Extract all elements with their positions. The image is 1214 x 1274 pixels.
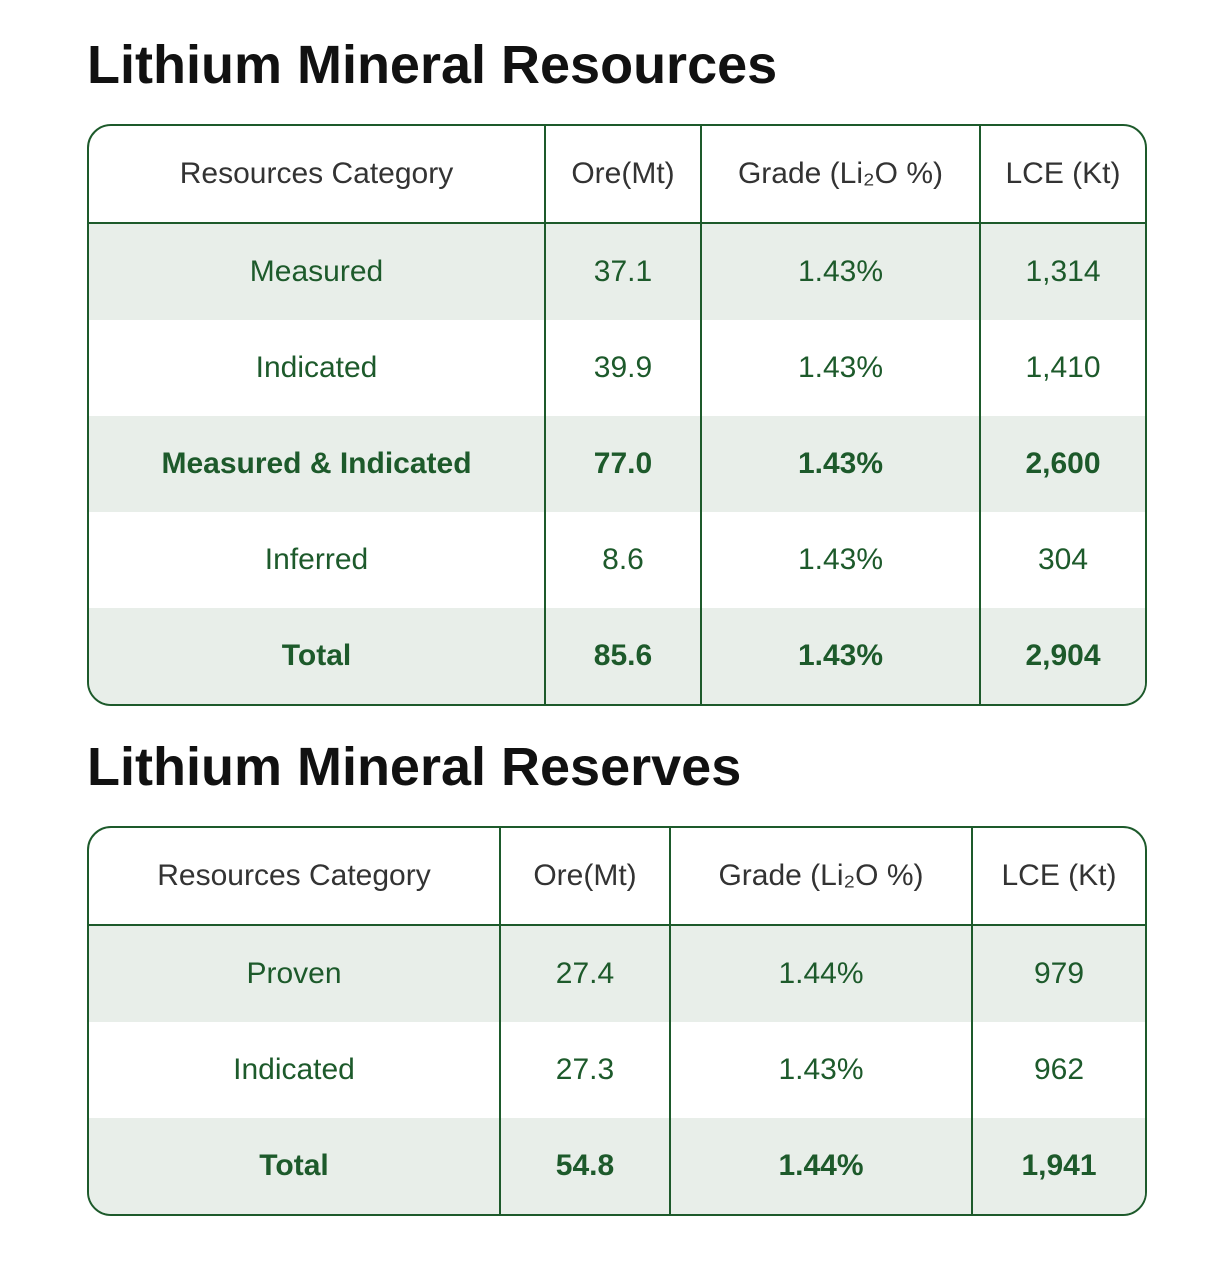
table-cell: 2,904	[979, 608, 1145, 704]
table-cell: 1.43%	[700, 512, 980, 608]
table-cell: Total	[89, 608, 545, 704]
column-header: Ore(Mt)	[499, 828, 670, 926]
header-row: Resources Category Ore(Mt) Grade (Li₂O %) L…	[89, 126, 1145, 224]
table-row: Indicated 39.9 1.43% 1,410	[89, 320, 1145, 416]
table-cell: 1,410	[979, 320, 1145, 416]
table-cell: 1,314	[979, 223, 1145, 320]
table-cell: 1.44%	[669, 1118, 972, 1214]
table-cell: 979	[971, 925, 1145, 1022]
table-cell: Inferred	[264, 543, 369, 576]
table-cell: Proven	[89, 925, 500, 1022]
table-cell: 1.43%	[700, 416, 980, 512]
table-row: Measured & Indicated 77.0 1.43% 2,600	[89, 416, 1145, 512]
table-row: Total 54.8 1.44% 1,941	[89, 1118, 1145, 1214]
table-row: Proven 27.4 1.44% 979	[89, 925, 1145, 1022]
table-frame: Resources Category Ore(Mt) Grade (Li₂O %) L…	[87, 124, 1147, 706]
table-cell: 1.43%	[700, 608, 980, 704]
table-cell: Indicated	[233, 1053, 355, 1086]
column-header: Resources Category	[89, 126, 545, 224]
table-cell: 1.43%	[700, 320, 980, 416]
table-row: Inferred 8.6 1.43% 304	[89, 512, 1145, 608]
table-cell: 54.8	[499, 1118, 670, 1214]
table-cell: 1.43%	[669, 1022, 972, 1118]
column-header: Resources Category	[89, 828, 500, 926]
table-cell: 37.1	[544, 223, 701, 320]
column-header: LCE (Kt)	[979, 126, 1145, 224]
table-cell: 1.43%	[700, 223, 980, 320]
column-header: Grade (Li₂O %)	[700, 126, 980, 224]
column-header: Grade (Li₂O %)	[669, 828, 972, 926]
header-row: Resources Category Ore(Mt) Grade (Li₂O %) L…	[89, 828, 1145, 926]
table-cell: 1.44%	[669, 925, 972, 1022]
table-cell: Total	[89, 1118, 500, 1214]
table-cell: 27.4	[499, 925, 670, 1022]
table-cell: 39.9	[544, 320, 701, 416]
table-cell: 1,941	[971, 1118, 1145, 1214]
column-header: LCE (Kt)	[971, 828, 1145, 926]
column-header: Ore(Mt)	[544, 126, 701, 224]
table-cell: 85.6	[544, 608, 701, 704]
reserves-table: Resources Category Ore(Mt) Grade (Li₂O %) L…	[89, 828, 1145, 1214]
resources-table: Resources Category Ore(Mt) Grade (Li₂O %) L…	[89, 126, 1145, 704]
table-cell: 304	[979, 512, 1145, 608]
table-frame: Resources Category Ore(Mt) Grade (Li₂O %) L…	[87, 826, 1147, 1216]
table-cell: 77.0	[544, 416, 701, 512]
table-cell: Measured & Indicated	[89, 416, 545, 512]
section-title: Lithium Mineral Resources	[87, 35, 778, 95]
table-cell: Measured	[89, 223, 545, 320]
table-row: Measured 37.1 1.43% 1,314	[89, 223, 1145, 320]
table-row: Indicated 27.3 1.43% 962	[89, 1022, 1145, 1118]
table-cell: 8.6	[544, 512, 701, 608]
table-row: Total 85.6 1.43% 2,904	[89, 608, 1145, 704]
table-cell: 2,600	[979, 416, 1145, 512]
table-cell: Indicated	[255, 351, 378, 384]
section-title: Lithium Mineral Reserves	[87, 737, 742, 797]
table-cell: 962	[971, 1022, 1145, 1118]
table-cell: 27.3	[499, 1022, 670, 1118]
